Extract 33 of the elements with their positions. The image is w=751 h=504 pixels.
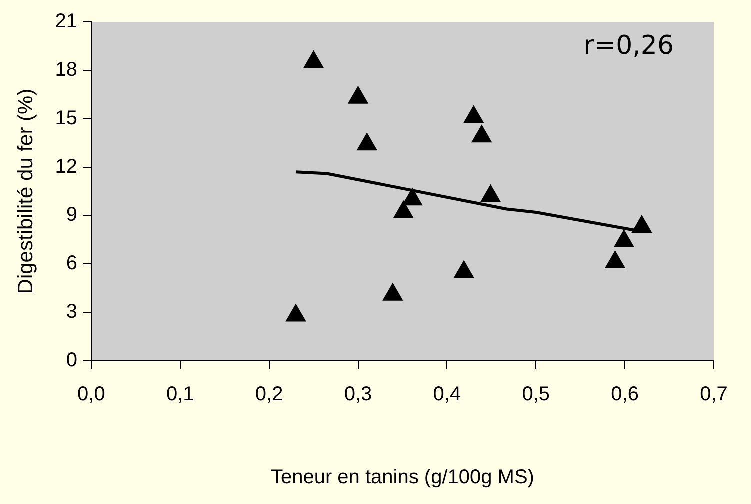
y-axis-title: Digestibilité du fer (%) bbox=[14, 88, 38, 294]
point bbox=[480, 184, 501, 202]
y-tick-label: 18 bbox=[55, 58, 78, 81]
point bbox=[286, 304, 306, 322]
annotation: r=0,26 bbox=[584, 30, 674, 61]
x-tick-label: 0,3 bbox=[344, 384, 372, 406]
point bbox=[454, 260, 474, 278]
point bbox=[605, 251, 626, 269]
x-tick-label: 0,1 bbox=[166, 384, 194, 406]
y-tick-label: 15 bbox=[55, 107, 78, 130]
x-tick-label: 0,2 bbox=[255, 384, 284, 406]
point bbox=[357, 133, 378, 151]
x-tick-label: 0,5 bbox=[522, 384, 550, 406]
y-tick-label: 21 bbox=[55, 10, 78, 33]
x-tick-label: 0,6 bbox=[611, 384, 639, 406]
point bbox=[472, 125, 492, 143]
x-tick-label: 0,0 bbox=[78, 384, 106, 406]
point bbox=[382, 283, 403, 301]
y-tick-label: 6 bbox=[66, 252, 78, 275]
y-tick-label: 0 bbox=[66, 350, 78, 372]
x-axis-title: Teneur en tanins (g/100g MS) bbox=[270, 466, 534, 489]
point bbox=[304, 50, 324, 68]
point bbox=[464, 106, 484, 124]
point bbox=[394, 200, 414, 218]
x-tick-label: 0,4 bbox=[433, 384, 462, 406]
y-tick-label: 9 bbox=[66, 204, 78, 226]
y-tick-label: 12 bbox=[55, 156, 78, 178]
point bbox=[348, 86, 368, 104]
point bbox=[632, 216, 652, 234]
point bbox=[614, 230, 634, 248]
point bbox=[402, 188, 423, 206]
y-tick-label: 3 bbox=[66, 301, 78, 324]
x-tick-label: 0,7 bbox=[700, 384, 728, 406]
